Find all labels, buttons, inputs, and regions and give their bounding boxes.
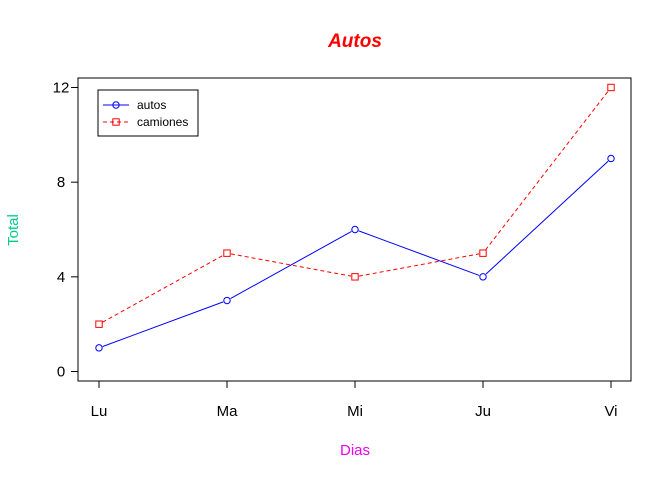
series-segment-autos xyxy=(230,231,352,300)
data-point-camiones xyxy=(479,249,487,257)
y-axis: 0 4 8 12 xyxy=(53,79,79,381)
series-segment-autos xyxy=(485,160,609,275)
y-tick-label: 4 xyxy=(57,269,65,286)
series-segment-autos xyxy=(102,301,224,347)
data-point-autos xyxy=(607,154,615,163)
y-tick-label: 0 xyxy=(57,364,65,381)
data-point-autos xyxy=(351,225,359,234)
series-segment-camiones xyxy=(102,254,224,323)
chart-title: Autos xyxy=(327,31,382,52)
legend-marker-autos xyxy=(112,101,120,109)
data-point-autos xyxy=(223,296,231,305)
x-tick-label: Vi xyxy=(604,403,617,420)
data-point-camiones xyxy=(351,273,359,281)
legend-box xyxy=(97,89,199,137)
series-camiones xyxy=(95,83,615,328)
y-tick-label: 12 xyxy=(53,79,70,96)
data-point-camiones xyxy=(607,83,615,92)
x-tick-label: Lu xyxy=(91,403,108,420)
legend-label-autos: autos xyxy=(137,98,166,112)
series-segment-camiones xyxy=(230,253,352,277)
y-axis-title: Total xyxy=(5,214,22,246)
data-point-camiones xyxy=(223,249,231,257)
series-segment-camiones xyxy=(358,253,480,277)
legend: autos camiones xyxy=(97,89,199,137)
y-tick-label: 8 xyxy=(57,174,65,191)
x-tick-label: Ju xyxy=(475,403,491,420)
series-segment-autos xyxy=(358,230,480,276)
x-tick-label: Ma xyxy=(217,403,238,420)
legend-label-camiones: camiones xyxy=(137,115,188,129)
legend-marker-camiones xyxy=(112,118,120,126)
series-autos xyxy=(95,154,615,352)
data-point-camiones xyxy=(95,320,103,328)
x-axis: Lu Ma Mi Ju Vi xyxy=(91,380,618,420)
data-point-autos xyxy=(479,273,487,281)
series-layer xyxy=(95,83,615,352)
data-point-autos xyxy=(95,344,103,352)
series-segment-camiones xyxy=(485,90,609,251)
x-axis-title: Dias xyxy=(340,442,370,459)
x-tick-label: Mi xyxy=(347,403,363,420)
